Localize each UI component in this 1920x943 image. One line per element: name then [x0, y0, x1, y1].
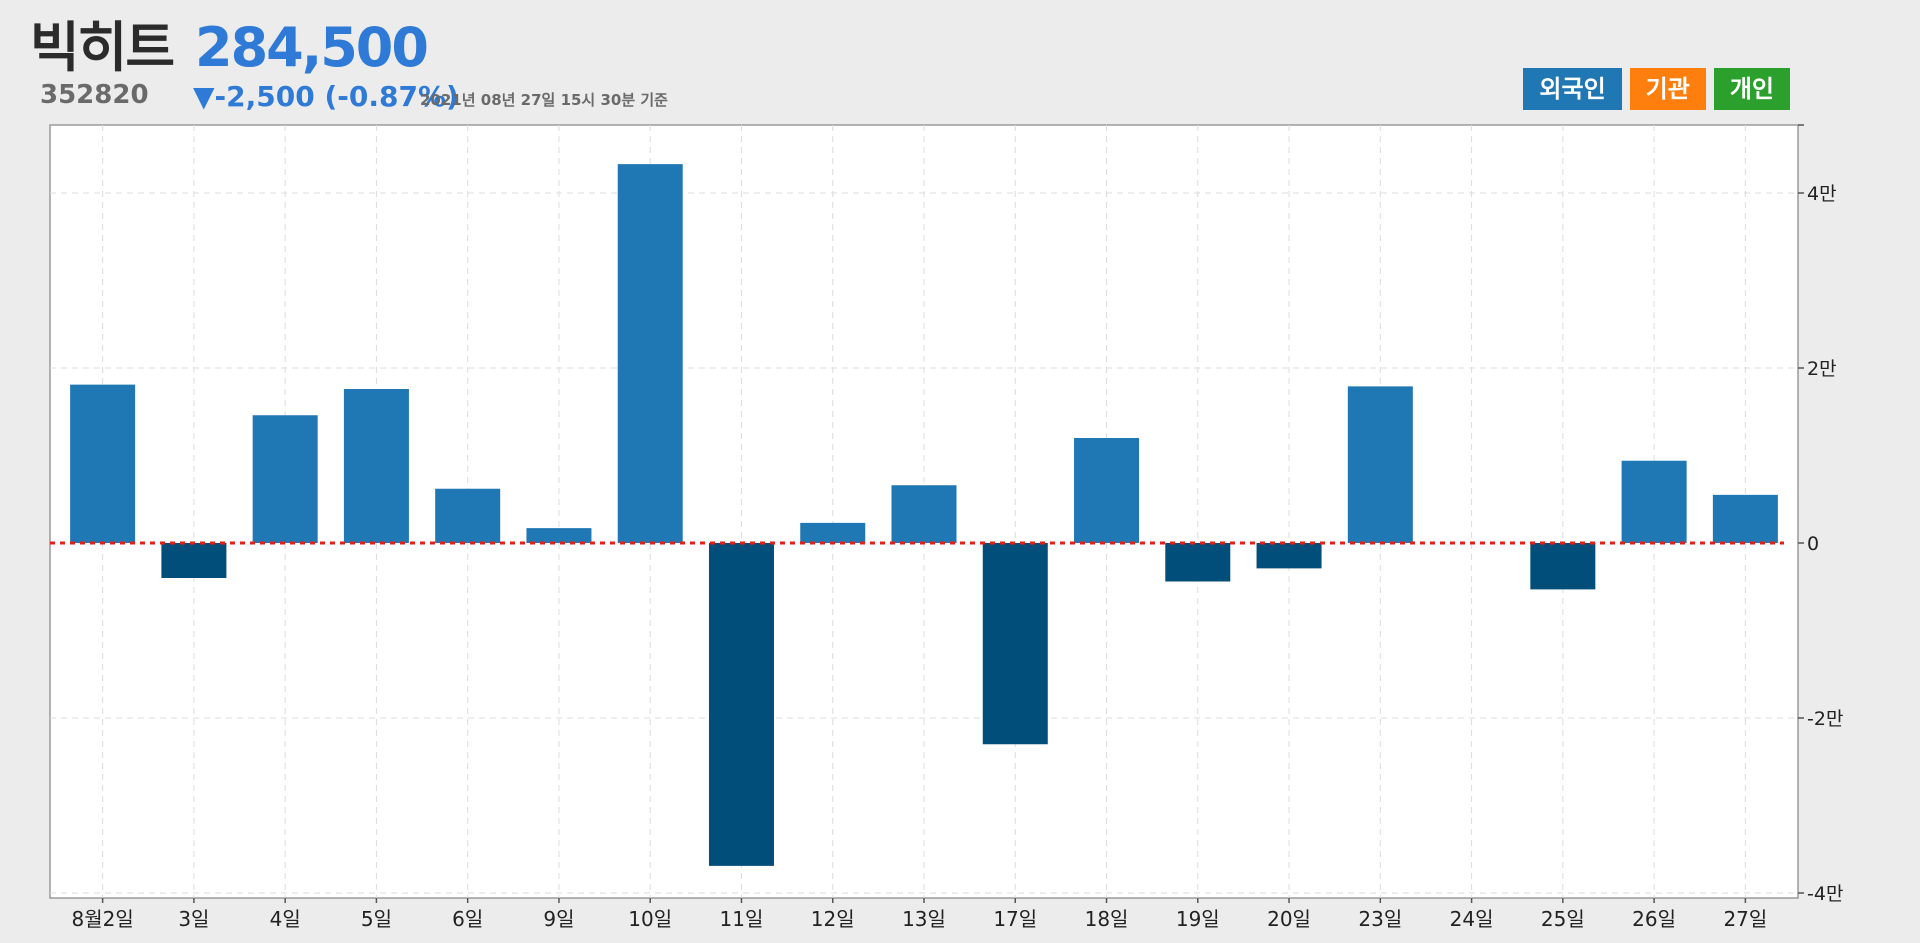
bar	[1347, 386, 1413, 543]
tab-institution[interactable]: 기관	[1629, 68, 1706, 110]
x-tick-label: 12일	[811, 907, 855, 931]
tab-foreign[interactable]: 외국인	[1523, 68, 1622, 110]
x-tick-label: 17일	[993, 907, 1037, 931]
bar	[617, 164, 683, 543]
x-tick-label: 10일	[628, 907, 672, 931]
stock-name: 빅히트	[30, 16, 175, 79]
y-tick-label: 0	[1807, 533, 1819, 555]
bar	[708, 543, 774, 866]
bar	[161, 543, 227, 578]
x-tick-label: 9일	[543, 907, 574, 931]
bar	[70, 384, 136, 543]
bar	[982, 543, 1048, 745]
x-tick-label: 3일	[178, 907, 209, 931]
x-tick-label: 27일	[1723, 907, 1767, 931]
bar	[343, 389, 409, 543]
x-tick-label: 6일	[452, 907, 483, 931]
x-tick-label: 13일	[902, 907, 946, 931]
x-tick-label: 24일	[1450, 907, 1494, 931]
x-tick-label: 23일	[1358, 907, 1402, 931]
bar	[435, 488, 501, 543]
bar	[800, 522, 866, 543]
timestamp: 2021년 08년 27일 15시 30분 기준	[420, 91, 668, 109]
tab-individual[interactable]: 개인	[1713, 68, 1790, 110]
y-tick-label: -2만	[1807, 708, 1843, 730]
price-change: ▼-2,500 (-0.87%)	[193, 80, 459, 113]
x-tick-label: 19일	[1176, 907, 1220, 931]
investor-tabs: 외국인 기관 개인	[1523, 68, 1790, 110]
x-tick-label: 4일	[270, 907, 301, 931]
x-tick-label: 5일	[361, 907, 392, 931]
y-tick-label: -4만	[1807, 883, 1843, 905]
x-tick-label: 20일	[1267, 907, 1311, 931]
x-tick-label: 26일	[1632, 907, 1676, 931]
y-tick-label: 4만	[1807, 183, 1837, 205]
stock-price: 284,500	[195, 16, 429, 79]
bar	[1621, 460, 1687, 543]
header: 빅히트 284,500 352820 ▼-2,500 (-0.87%) 2021…	[0, 0, 1920, 125]
bar	[1256, 543, 1322, 569]
bar	[1530, 543, 1596, 590]
y-tick-label: 2만	[1807, 358, 1837, 380]
bar	[1712, 494, 1778, 543]
x-tick-label: 11일	[720, 907, 764, 931]
x-tick-label: 25일	[1541, 907, 1585, 931]
bar	[1074, 438, 1140, 543]
x-tick-label: 18일	[1085, 907, 1129, 931]
bar	[252, 415, 318, 543]
bar	[891, 485, 957, 543]
stock-code: 352820	[40, 80, 149, 110]
bar	[1165, 543, 1231, 582]
bar	[526, 528, 592, 543]
x-tick-label: 8월2일	[72, 907, 134, 931]
